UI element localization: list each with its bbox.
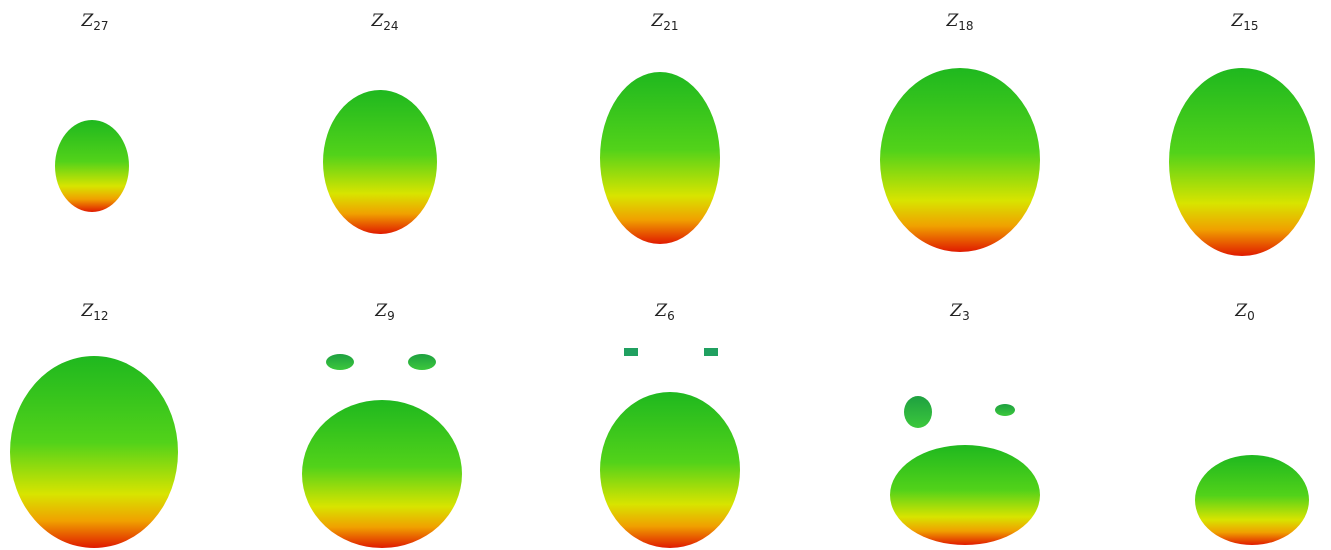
title-subscript: 18 bbox=[958, 19, 973, 33]
title-subscript: 24 bbox=[383, 19, 398, 33]
brain-blob bbox=[408, 354, 436, 370]
brain-slice bbox=[600, 72, 720, 244]
title-subscript: 27 bbox=[93, 19, 108, 33]
brain-blob bbox=[326, 354, 354, 370]
panel-title: Z0 bbox=[1234, 301, 1254, 323]
title-subscript: 12 bbox=[93, 309, 108, 323]
brain-blob bbox=[704, 348, 718, 356]
brain-slice bbox=[323, 90, 437, 234]
title-subscript: 21 bbox=[663, 19, 678, 33]
brain-slice bbox=[1169, 68, 1315, 256]
title-subscript: 3 bbox=[962, 309, 970, 323]
brain-slice bbox=[890, 445, 1040, 545]
panel-title: Z12 bbox=[80, 301, 108, 323]
brain-slice bbox=[302, 400, 462, 548]
title-subscript: 9 bbox=[387, 309, 395, 323]
brain-slice bbox=[10, 356, 178, 548]
title-subscript: 6 bbox=[667, 309, 675, 323]
brain-blob bbox=[995, 404, 1015, 416]
panel-title: Z18 bbox=[945, 11, 973, 33]
brain-slice bbox=[880, 68, 1040, 252]
title-subscript: 0 bbox=[1247, 309, 1255, 323]
panel-title: Z3 bbox=[949, 301, 969, 323]
panel-title: Z6 bbox=[654, 301, 674, 323]
panel-title: Z24 bbox=[370, 11, 398, 33]
brain-blob bbox=[904, 396, 932, 428]
panel-title: Z9 bbox=[374, 301, 394, 323]
brain-slice bbox=[1195, 455, 1309, 545]
panel-title: Z27 bbox=[80, 11, 108, 33]
title-subscript: 15 bbox=[1243, 19, 1258, 33]
panel-title: Z15 bbox=[1230, 11, 1258, 33]
brain-blob bbox=[624, 348, 638, 356]
brain-slice bbox=[55, 120, 129, 212]
panel-title: Z21 bbox=[650, 11, 678, 33]
brain-slice bbox=[600, 392, 740, 548]
figure: Z27 Z24 Z21 Z18 Z15 Z12 Z9 Z6 Z3 Z0 bbox=[0, 0, 1331, 550]
